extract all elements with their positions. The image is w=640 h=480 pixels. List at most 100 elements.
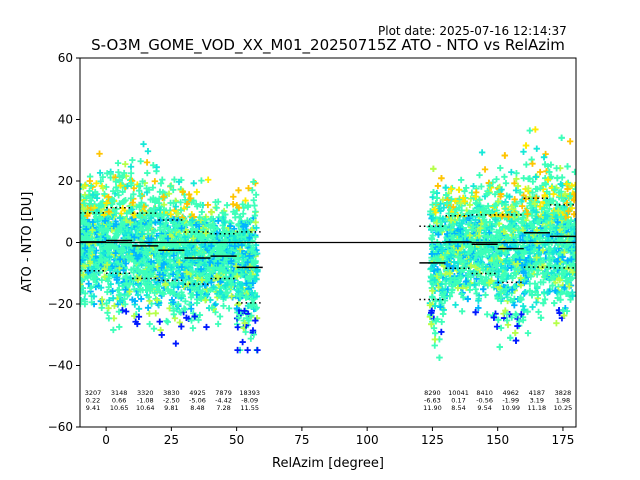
scatter-point [493, 323, 501, 330]
scatter-point [146, 320, 153, 328]
scatter-point [178, 225, 185, 232]
scatter-point [127, 170, 135, 177]
y-tick-label: 60 [58, 51, 73, 65]
scatter-point [119, 307, 126, 314]
scatter-point [114, 301, 121, 308]
scatter-point [178, 263, 186, 271]
scatter-point [99, 198, 106, 206]
bin-std-label: 10.25 [554, 404, 573, 412]
scatter-point [165, 190, 173, 197]
scatter-point [115, 286, 123, 294]
scatter-point [169, 270, 177, 278]
scatter-point [116, 215, 124, 222]
scatter-point [571, 168, 576, 176]
scatter-point [202, 282, 209, 289]
scatter-point [496, 343, 503, 351]
scatter-point [234, 250, 242, 258]
scatter-point [145, 223, 153, 230]
scatter-point [160, 206, 168, 214]
scatter-point [123, 280, 130, 287]
scatter-point [160, 193, 167, 200]
scatter-point [247, 217, 254, 225]
scatter-point [483, 311, 491, 318]
scatter-point [110, 326, 117, 334]
scatter-point [116, 323, 123, 331]
scatter-point [80, 193, 84, 200]
scatter-point [185, 191, 193, 198]
scatter-point [186, 242, 193, 249]
scatter-point [193, 299, 201, 307]
scatter-point [183, 200, 191, 208]
scatter-point [127, 274, 134, 281]
scatter-point [244, 346, 251, 354]
scatter-point [121, 295, 128, 303]
scatter-point [89, 226, 96, 234]
scatter-point [429, 294, 436, 301]
scatter-point [190, 213, 198, 221]
scatter-point [101, 265, 108, 273]
x-axis: 0 25 50 75 100 125 150 175 [102, 427, 574, 447]
bin-std-label: 11.55 [240, 404, 259, 412]
scatter-point [245, 185, 252, 192]
scatter-point [122, 260, 130, 267]
scatter-point [235, 204, 243, 211]
scatter-point [127, 195, 135, 202]
scatter-point [88, 251, 96, 258]
scatter-point [90, 256, 98, 263]
x-tick-label: 125 [421, 433, 444, 447]
bin-std-label: 11.90 [423, 404, 442, 412]
scatter-point [512, 329, 519, 337]
scatter-point [235, 187, 242, 194]
scatter-point [476, 171, 483, 179]
scatter-point [170, 305, 177, 312]
scatter-point [142, 215, 150, 222]
scatter-point [182, 196, 189, 204]
scatter-point [143, 159, 151, 166]
scatter-point [172, 227, 179, 234]
scatter-point [159, 289, 166, 297]
scatter-point [178, 323, 185, 330]
scatter-point [566, 138, 574, 145]
scatter-point [431, 342, 438, 349]
scatter-point [222, 273, 230, 280]
scatter-point [229, 294, 236, 301]
scatter-point [80, 266, 85, 273]
scatter-point [170, 299, 177, 306]
scatter-point [248, 312, 255, 319]
scatter-point [93, 180, 100, 187]
scatter-point [207, 286, 214, 293]
scatter-point [502, 180, 510, 187]
scatter-point [101, 190, 108, 198]
scatter-point [432, 330, 439, 337]
scatter-point [129, 156, 136, 164]
scatter-point [430, 189, 437, 196]
scatter-point [101, 273, 108, 280]
scatter-point [123, 240, 130, 247]
scatter-point [558, 174, 566, 181]
scatter-point [122, 308, 130, 315]
scatter-point [150, 325, 158, 332]
scatter-point [101, 217, 109, 225]
scatter-point [520, 148, 527, 155]
scatter-point [253, 304, 260, 311]
scatter-point [171, 176, 178, 183]
y-tick-label: 20 [58, 174, 73, 188]
scatter-point [135, 305, 143, 313]
scatter-point [150, 162, 157, 169]
scatter-point [233, 267, 241, 275]
scatter-point [80, 284, 85, 292]
scatter-point [104, 309, 111, 317]
scatter-point [135, 313, 143, 320]
plot-date: Plot date: 2025-07-16 12:14:37 [378, 24, 567, 38]
scatter-point [229, 274, 236, 281]
scatter-point [184, 260, 191, 267]
scatter-point [156, 318, 163, 325]
scatter-point [230, 225, 238, 232]
scatter-point [103, 261, 111, 269]
scatter-point [235, 314, 242, 322]
scatter-point [97, 235, 104, 242]
scatter-point [92, 253, 99, 260]
scatter-point [96, 269, 103, 276]
scatter-point [80, 271, 87, 278]
scatter-point [128, 206, 136, 213]
